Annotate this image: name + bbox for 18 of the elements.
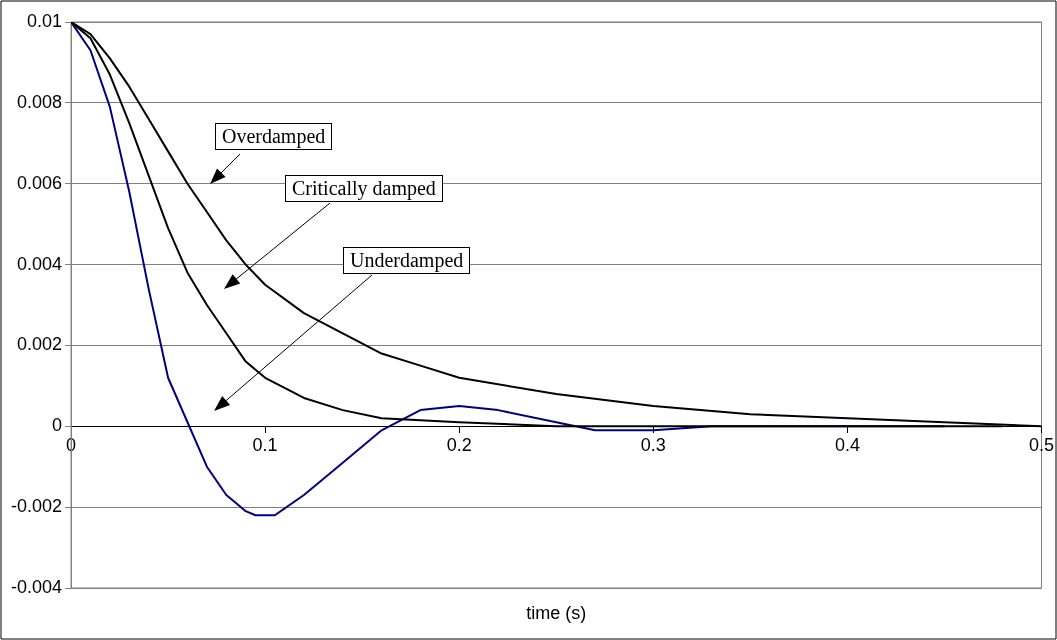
y-tick-label: 0: [52, 415, 63, 436]
y-tick-label: -0.002: [10, 496, 63, 517]
x-tick-label: 0: [66, 435, 77, 456]
annotation: Critically damped: [285, 175, 443, 202]
x-tick-label: 0.1: [252, 435, 278, 456]
y-tick-label: 0.01: [26, 10, 63, 31]
y-tick-label: 0.006: [16, 172, 63, 193]
x-tick-label: 0.3: [640, 435, 666, 456]
y-tick-label: 0.008: [16, 91, 63, 112]
x-axis-title: time (s): [526, 602, 587, 623]
x-tick-label: 0.2: [446, 435, 472, 456]
annotation: Overdamped: [215, 123, 333, 150]
y-tick-label: -0.004: [10, 576, 63, 597]
y-tick-label: 0.002: [16, 334, 63, 355]
y-tick-label: 0.004: [16, 253, 63, 274]
annotation: Underdamped: [343, 247, 471, 274]
x-tick-label: 0.5: [1028, 435, 1054, 456]
x-tick-label: 0.4: [834, 435, 860, 456]
